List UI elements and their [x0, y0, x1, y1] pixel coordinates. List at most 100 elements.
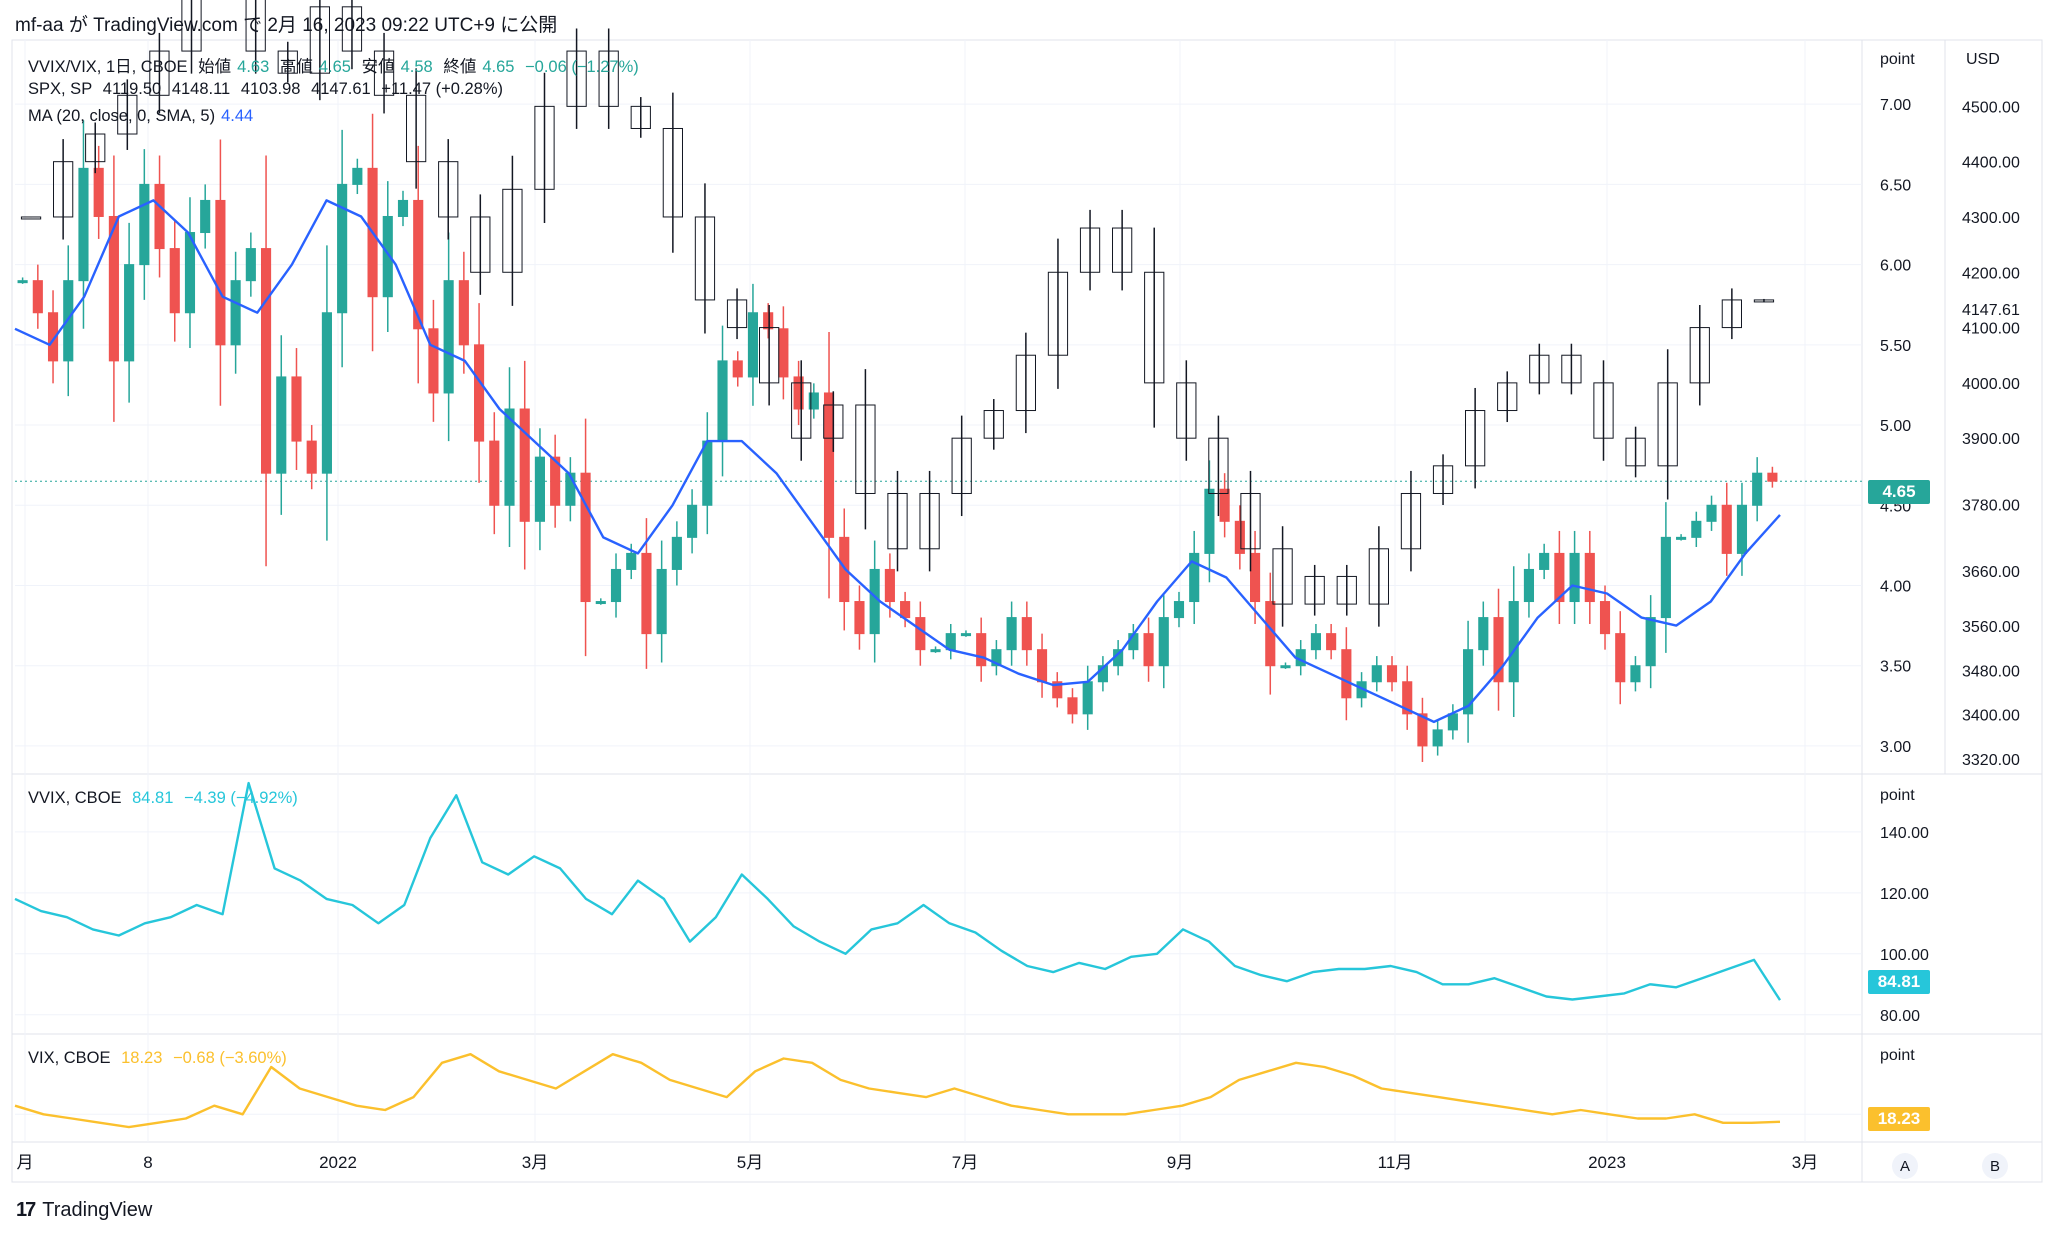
ratio-candle-body [1463, 649, 1474, 715]
ratio-candle-body [534, 456, 545, 522]
spx-candle-body [1400, 492, 1422, 550]
ratio-candle-body [17, 280, 28, 284]
ratio-candle-body [550, 456, 561, 506]
ratio-candle-body [732, 360, 743, 378]
ratio-candle-body [565, 472, 576, 506]
ratio-candle-body [154, 183, 165, 250]
spx-candle-body [662, 127, 683, 218]
scale-b-button[interactable]: B [1982, 1153, 2008, 1179]
vix-axis-unit: point [1880, 1047, 1915, 1064]
publish-header: mf-aa が TradingView.com で 2月 16, 2023 09… [15, 15, 558, 36]
spx-candle-body [566, 50, 587, 107]
spx-candle-body [630, 105, 651, 129]
ratio-symbol: VVIX/VIX, 1日, CBOE [28, 58, 188, 76]
ratio-candle-body [671, 536, 682, 570]
ratio-candle-body [1721, 504, 1732, 554]
spx-candle-body [53, 161, 74, 218]
spx-legend: SPX, SP 4119.50 4148.11 4103.98 4147.61 … [28, 80, 509, 99]
ratio-candle-body [306, 440, 317, 474]
ratio-candle-body [915, 617, 926, 651]
spx-candle-body [85, 133, 106, 163]
scale-a-button[interactable]: A [1892, 1153, 1918, 1179]
spx-candle-body [534, 105, 555, 190]
vvix-value: 84.81 [132, 789, 174, 807]
ratio-candle-body [93, 167, 104, 217]
ratio-candle-body [1432, 729, 1443, 747]
usd-axis-tick: 3900.00 [1962, 431, 2020, 448]
ratio-candle-body [656, 568, 667, 635]
ratio-candle-body [1447, 713, 1458, 731]
ratio-candle-body [1386, 665, 1398, 683]
ratio-candle-body [124, 264, 135, 362]
ratio-candle-body [215, 199, 226, 346]
usd-axis-tick: 3660.00 [1962, 564, 2020, 581]
ratio-candle-body [1539, 552, 1550, 570]
vix-series-line [14, 1052, 1781, 1129]
tradingview-mark-icon: 17 [16, 1199, 36, 1221]
vix-value: 18.23 [121, 1049, 163, 1067]
open-value: 4.63 [237, 58, 270, 76]
ratio-candle-body [1691, 520, 1702, 538]
vvix-axis-tick: 100.00 [1880, 947, 1929, 964]
spx-low: 4103.98 [240, 80, 301, 98]
ratio-candle-body [717, 360, 728, 442]
time-axis-label: 3月 [1792, 1153, 1818, 1172]
ratio-candle-body [1645, 617, 1656, 667]
open-label: 始値 [198, 58, 232, 76]
ratio-axis-tick: 5.50 [1880, 338, 1911, 355]
ratio-candle-body [1143, 633, 1154, 667]
time-axis-label: 2023 [1588, 1153, 1626, 1172]
ratio-candle-body [808, 392, 819, 410]
ratio-last-price-tag: 4.65 [1868, 480, 1930, 504]
ratio-axis-tick: 7.00 [1880, 97, 1911, 114]
ratio-candle-body [1584, 552, 1595, 603]
ratio-candle-body [47, 312, 59, 362]
ratio-candle-body [1341, 649, 1352, 699]
usd-axis-tick: 4200.00 [1962, 265, 2020, 282]
spx-candle-body [1593, 382, 1614, 439]
ratio-candle-body [930, 649, 941, 653]
vix-last-price-tag: 18.23 [1868, 1107, 1930, 1131]
spx-candle-body [1079, 227, 1101, 273]
high-value: 4.65 [318, 58, 351, 76]
ratio-candle-body [352, 167, 363, 185]
vvix-series-line [14, 781, 1782, 1001]
spx-candle-body [1657, 382, 1678, 467]
ma-label: MA (20, close, 0, SMA, 5) [28, 107, 216, 125]
ratio-candle-body [610, 568, 622, 603]
ratio-candle-body [641, 552, 652, 635]
low-value: 4.58 [400, 58, 433, 76]
vvix-symbol: VVIX, CBOE [28, 789, 122, 807]
ratio-candle-body [1599, 601, 1611, 635]
usd-axis-tick: 3480.00 [1962, 663, 2020, 680]
spx-candle-body [373, 50, 395, 96]
axis-labels: 7.006.506.005.505.004.504.003.503.004500… [17, 51, 2020, 1172]
ratio-candles [17, 113, 1778, 762]
usd-axis-tick: 4100.00 [1962, 321, 2020, 338]
vix-symbol: VIX, CBOE [28, 1049, 111, 1067]
spx-candle-body [1368, 548, 1389, 605]
ratio-candle-body [504, 408, 515, 506]
spx-candle-body [823, 404, 844, 439]
ratio-candle-body [1006, 617, 1017, 651]
tradingview-logo[interactable]: 17 TradingView [16, 1199, 152, 1222]
ratio-candle-body [474, 344, 485, 442]
spx-candle-body [951, 437, 972, 494]
spx-candle-body [1112, 227, 1133, 273]
spx-last-label: 4147.61 [1962, 302, 2020, 319]
spx-candle-body [277, 50, 298, 74]
ratio-candle-body [1402, 681, 1413, 715]
spx-candle-body [1015, 354, 1036, 412]
ratio-candle-body [580, 472, 591, 603]
ratio-candle-body [108, 215, 119, 362]
spx-candle-body [149, 50, 170, 96]
spx-candle-body [438, 161, 459, 218]
ratio-candle-body [702, 440, 713, 506]
vvix-legend: VVIX, CBOE 84.81 −4.39 (−4.92%) [28, 789, 304, 808]
ratio-candle-body [169, 248, 180, 314]
ratio-candle-body [489, 440, 500, 506]
spx-candle-body [1721, 299, 1742, 329]
vvix-last-price-tag: 84.81 [1868, 970, 1930, 994]
ratio-candle-body [1158, 617, 1169, 667]
